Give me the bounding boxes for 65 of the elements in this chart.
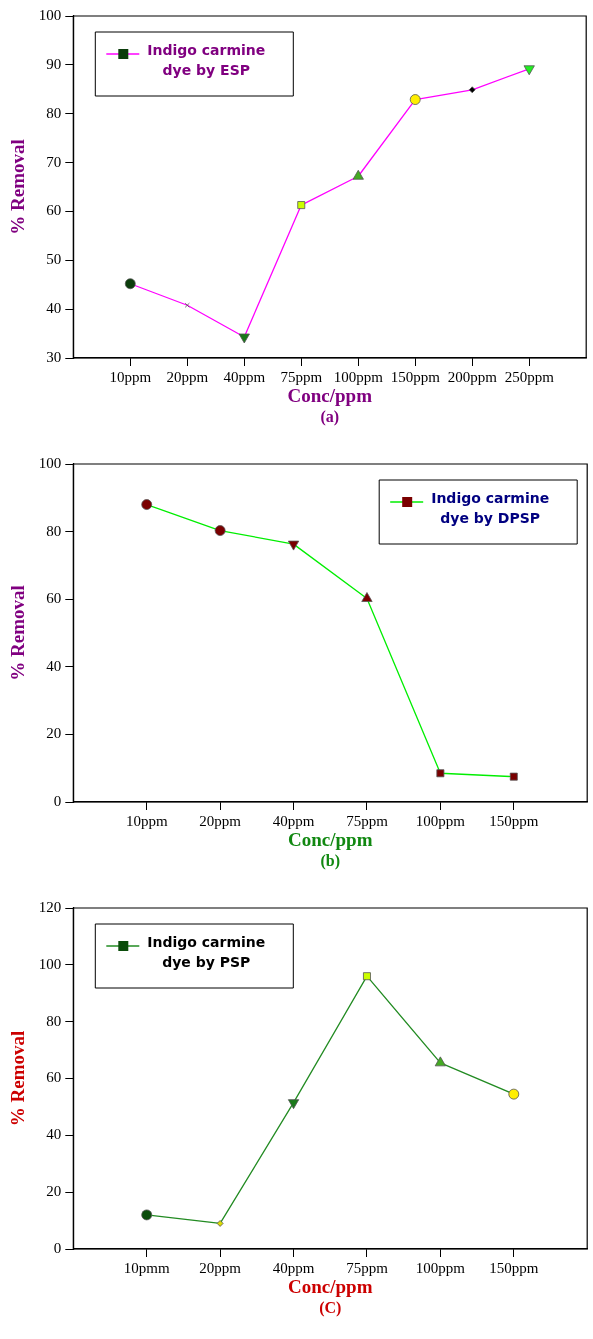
x-tick-label: 100ppm	[415, 812, 466, 829]
y-tick-label: 100	[38, 454, 62, 471]
point	[124, 278, 136, 290]
point	[508, 1088, 520, 1100]
x-axis-title: Conc/ppm	[287, 385, 373, 407]
x-tick-label: 75ppm	[346, 1259, 389, 1276]
y-tick-label: 60	[46, 202, 62, 219]
x-tick-label: 40ppm	[223, 368, 266, 385]
point	[409, 94, 421, 105]
x-tick-label: 100ppm	[333, 368, 384, 385]
y-tick-label: 100	[38, 955, 62, 972]
y-tick-label: 70	[46, 153, 62, 170]
point	[141, 1209, 153, 1221]
point	[238, 333, 250, 344]
y-tick-label: 0	[53, 1239, 62, 1256]
x-tick-label: 250ppm	[504, 368, 555, 385]
text: (a)	[320, 408, 340, 427]
x-tick-label: 75ppm	[280, 368, 323, 385]
y-axis-title: % Removal	[7, 585, 29, 681]
y-tick-label: 20	[46, 1183, 62, 1200]
x-tick-label: 150ppm	[489, 812, 539, 829]
x-tick-label: 20ppm	[199, 812, 242, 829]
text: (C)	[319, 1299, 342, 1318]
y-tick-label: 100	[38, 6, 62, 23]
y-tick-label: 80	[46, 104, 62, 121]
legend-label: Indigo carmine dye by DPSP	[431, 489, 550, 526]
y-tick-label: 40	[46, 1126, 62, 1143]
x-tick-label: 75ppm	[346, 812, 389, 829]
y-tick-label: 0	[53, 792, 62, 809]
x-tick-label: 10ppm	[109, 368, 152, 385]
y-tick-label: 60	[46, 590, 62, 607]
point	[287, 540, 300, 551]
y-tick-label: 50	[46, 251, 62, 268]
y-tick-label: 40	[46, 300, 62, 317]
y-tick-label: 20	[46, 725, 62, 742]
legend-label: Indigo carmine dye by PSP	[147, 933, 266, 970]
x-tick-label: 20ppm	[166, 368, 209, 385]
x-axis-title: Conc/ppm	[288, 1276, 373, 1298]
point	[214, 525, 226, 536]
x-tick-label: 100ppm	[415, 1259, 466, 1276]
y-tick-label: 90	[46, 55, 62, 72]
y-tick-label: 120	[38, 898, 62, 915]
point	[434, 1056, 446, 1067]
point	[523, 65, 535, 76]
x-tick-label: 20ppm	[199, 1259, 242, 1276]
y-axis-title: % Removal	[7, 139, 29, 235]
point	[361, 592, 373, 602]
x-tick-label: 10ppm	[125, 812, 168, 829]
x-axis-title: Conc/ppm	[288, 829, 373, 851]
point	[287, 1099, 300, 1110]
y-axis-title: % Removal	[7, 1030, 29, 1127]
x-tick-label: 10pmm	[123, 1259, 170, 1276]
y-tick-label: 60	[46, 1069, 62, 1086]
text: (b)	[320, 852, 341, 871]
y-tick-label: 30	[46, 348, 62, 365]
point	[141, 499, 153, 510]
y-tick-label: 80	[46, 1012, 62, 1029]
x-tick-label: 40ppm	[272, 1259, 315, 1276]
y-tick-label: 80	[46, 522, 62, 539]
x-tick-label: 200ppm	[447, 368, 498, 385]
y-tick-label: 40	[46, 657, 62, 674]
legend-label: Indigo carmine dye by ESP	[147, 41, 266, 78]
x-tick-label: 150ppm	[489, 1259, 539, 1276]
x-tick-label: 150ppm	[390, 368, 441, 385]
x-tick-label: 40ppm	[272, 812, 315, 829]
